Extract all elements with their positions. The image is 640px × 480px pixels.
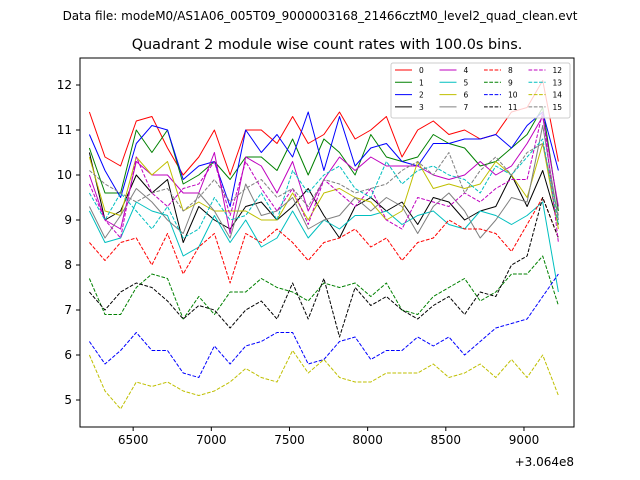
y-tick-label: 8 xyxy=(64,258,72,272)
axes-frame xyxy=(79,57,575,428)
series-line-7 xyxy=(88,125,559,239)
legend-label-3: 3 xyxy=(419,103,424,112)
y-tick-label: 12 xyxy=(57,78,72,92)
data-file-label: Data file: modeM0/AS1A06_005T09_90000031… xyxy=(63,9,578,23)
legend-label-2: 2 xyxy=(419,91,424,100)
series-line-15 xyxy=(89,143,559,216)
legend-label-1: 1 xyxy=(419,78,424,87)
series-line-13 xyxy=(88,138,559,239)
legend-label-5: 5 xyxy=(464,78,469,87)
legend-label-4: 4 xyxy=(464,66,469,75)
legend-label-13: 13 xyxy=(553,78,563,87)
y-axis: 5 6 7 8 9 10 11 12 xyxy=(57,78,80,407)
legend-label-10: 10 xyxy=(508,91,518,100)
legend-label-14: 14 xyxy=(553,91,563,100)
series-line-2 xyxy=(88,111,559,207)
legend-label-7: 7 xyxy=(464,103,469,112)
x-tick-label: 8500 xyxy=(431,433,462,447)
y-tick-label: 5 xyxy=(64,393,72,407)
legend-label-8: 8 xyxy=(508,66,513,75)
x-tick-label: 9000 xyxy=(509,433,540,447)
series-layer xyxy=(88,80,559,410)
y-tick-label: 9 xyxy=(64,213,72,227)
y-tick-label: 7 xyxy=(64,303,72,317)
legend-box xyxy=(390,62,571,119)
x-tick-label: 7500 xyxy=(274,433,305,447)
legend-label-11: 11 xyxy=(508,103,518,112)
x-offset-label: +3.064e8 xyxy=(515,455,574,469)
series-line-9 xyxy=(88,255,559,320)
y-tick-label: 6 xyxy=(64,348,72,362)
legend-label-12: 12 xyxy=(553,66,563,75)
series-line-8 xyxy=(89,197,559,284)
legend-label-15: 15 xyxy=(553,103,563,112)
chart-title: Quadrant 2 module wise count rates with … xyxy=(132,37,523,53)
y-tick-label: 11 xyxy=(57,123,72,137)
legend-label-9: 9 xyxy=(508,78,513,87)
x-axis: 6500 7000 7500 8000 8500 9000 xyxy=(118,427,539,447)
series-line-10 xyxy=(88,273,559,378)
series-line-6 xyxy=(88,143,559,230)
x-tick-label: 6500 xyxy=(118,433,149,447)
x-tick-label: 7000 xyxy=(196,433,227,447)
series-line-11 xyxy=(89,197,559,338)
series-line-14 xyxy=(88,350,559,410)
legend-label-6: 6 xyxy=(464,91,469,100)
y-tick-label: 10 xyxy=(57,168,72,182)
legend-label-0: 0 xyxy=(419,66,424,75)
x-tick-label: 8000 xyxy=(352,433,383,447)
